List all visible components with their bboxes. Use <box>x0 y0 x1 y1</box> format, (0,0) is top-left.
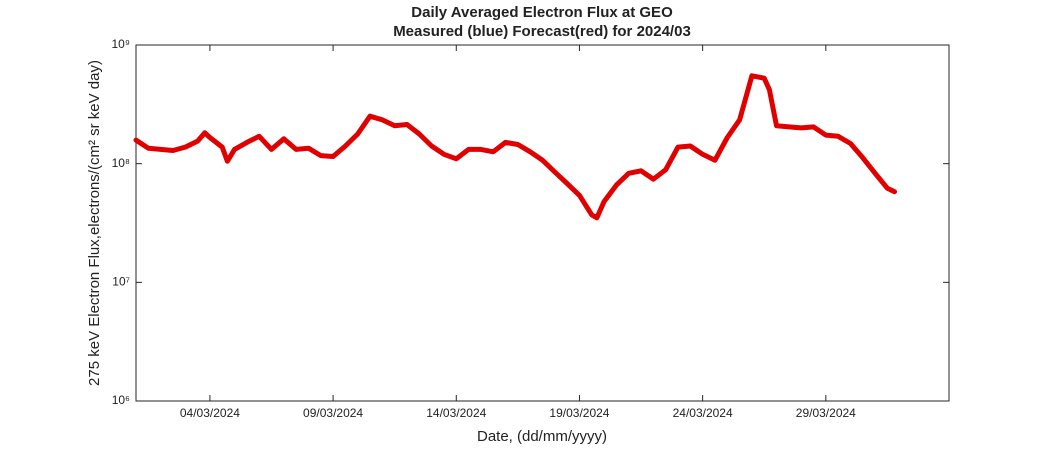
y-tick-label: 10⁹ <box>112 37 131 51</box>
x-tick-label: 14/03/2024 <box>426 406 486 420</box>
y-tick-label: 10⁷ <box>112 275 130 289</box>
x-tick-label: 04/03/2024 <box>180 406 240 420</box>
x-tick-label: 29/03/2024 <box>796 406 856 420</box>
plot-frame <box>135 44 950 402</box>
chart-subtitle: Measured (blue) Forecast(red) for 2024/0… <box>393 23 691 40</box>
y-tick-label: 10⁸ <box>112 156 130 170</box>
x-tick-label: 09/03/2024 <box>303 406 363 420</box>
x-tick-label: 19/03/2024 <box>549 406 609 420</box>
chart-title: Daily Averaged Electron Flux at GEO <box>411 4 673 21</box>
flux-line <box>133 73 898 221</box>
y-axis-label: 275 keV Electron Flux,electrons/(cm² sr … <box>86 60 103 386</box>
x-tick-label: 24/03/2024 <box>673 406 733 420</box>
x-axis-label: Date, (dd/mm/yyyy) <box>477 428 607 445</box>
y-tick-label: 10⁶ <box>112 393 130 407</box>
